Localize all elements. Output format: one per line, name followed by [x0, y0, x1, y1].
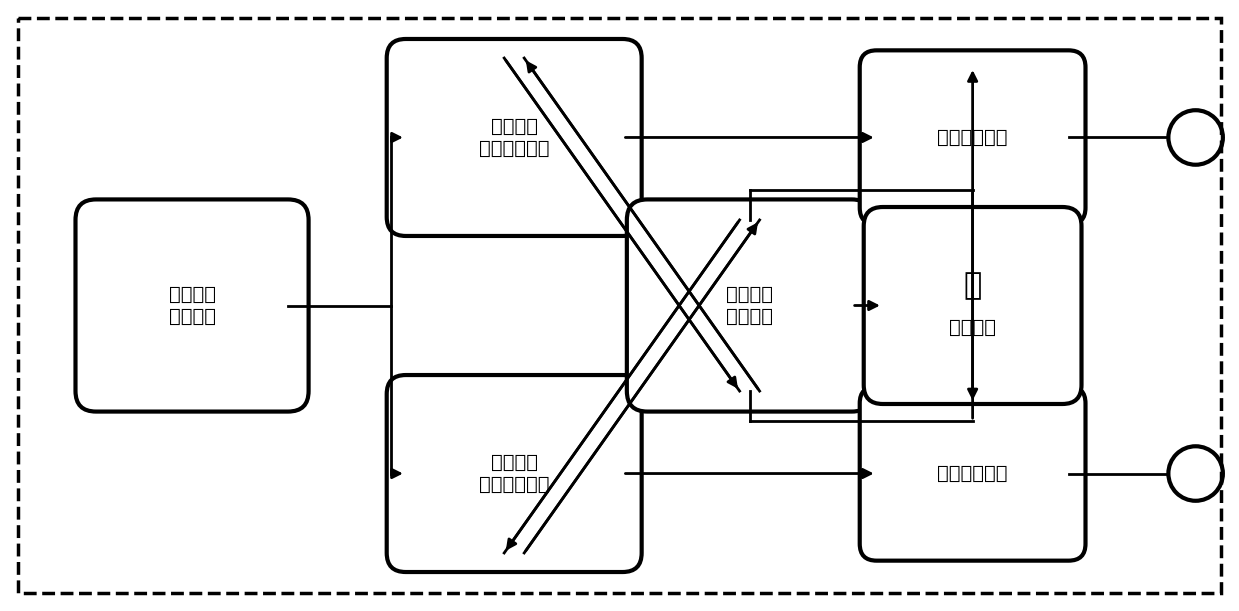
Text: 充电电路
控制模块: 充电电路 控制模块 — [726, 285, 773, 326]
FancyBboxPatch shape — [860, 50, 1085, 225]
Text: 无线充电
第一接收模块: 无线充电 第一接收模块 — [479, 453, 549, 494]
Text: 第一电池模块: 第一电池模块 — [938, 464, 1007, 483]
Text: 🔊: 🔊 — [964, 271, 981, 300]
FancyBboxPatch shape — [860, 386, 1085, 561]
FancyBboxPatch shape — [864, 207, 1082, 404]
FancyBboxPatch shape — [387, 375, 642, 572]
Text: 第二电池模块: 第二电池模块 — [938, 128, 1007, 147]
Text: 警鸣模块: 警鸣模块 — [949, 318, 996, 337]
Text: 无线充电
第二接收模块: 无线充电 第二接收模块 — [479, 117, 549, 158]
FancyBboxPatch shape — [76, 199, 309, 412]
FancyBboxPatch shape — [627, 199, 872, 412]
FancyBboxPatch shape — [387, 39, 642, 236]
Text: 无线充电
发射模块: 无线充电 发射模块 — [169, 285, 216, 326]
